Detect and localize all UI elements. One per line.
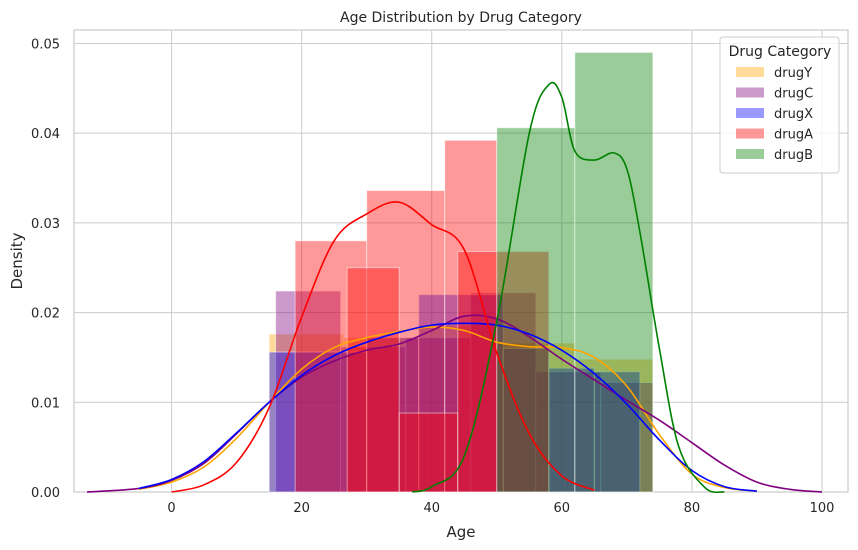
kde-layer xyxy=(86,81,823,494)
x-tick-label: 80 xyxy=(684,501,701,516)
x-tick-label: 100 xyxy=(810,501,835,516)
legend-swatch-drugX xyxy=(736,108,764,118)
x-tick-label: 20 xyxy=(293,501,310,516)
y-tick-label: 0.01 xyxy=(31,396,60,411)
histogram-bar-drugB xyxy=(496,127,576,493)
y-tick-label: 0.04 xyxy=(31,127,60,142)
x-axis-label: Age xyxy=(446,523,475,541)
legend-title: Drug Category xyxy=(729,44,832,60)
y-tick-label: 0.03 xyxy=(31,217,60,232)
plot-area-background xyxy=(73,29,849,493)
kde-line-drugA xyxy=(171,201,595,493)
legend-swatch-drugB xyxy=(736,149,764,159)
kde-line-drugX xyxy=(138,322,758,492)
kde-line-drugC xyxy=(86,314,823,493)
kde-line-drugY xyxy=(138,326,758,492)
legend-label-drugC: drugC xyxy=(774,87,813,102)
histogram-bar-drugY xyxy=(268,333,345,493)
histogram-bar-drugA xyxy=(398,412,459,493)
kde-line-drugB xyxy=(412,81,725,494)
legend-label-drugB: drugB xyxy=(774,148,813,163)
histogram-bar-drugC xyxy=(535,371,602,493)
histogram-bar-drugX xyxy=(593,371,641,493)
legend-label-drugY: drugY xyxy=(774,66,812,81)
legend-box xyxy=(719,36,840,174)
ticks-layer: 0 20 40 60 80 100 0.00 0.01 0.02 0.03 0.04 0.05 xyxy=(31,37,834,516)
legend: Drug Category drugY drugC drugX drugA drugB xyxy=(719,36,840,174)
legend-items: drugY drugC drugX drugA drugB xyxy=(736,66,813,163)
y-tick-label: 0.00 xyxy=(31,486,60,501)
legend-swatch-drugA xyxy=(736,128,764,139)
histogram-bar-drugB xyxy=(574,51,654,493)
histogram-bar-drugC xyxy=(340,346,407,493)
legend-label-drugA: drugA xyxy=(774,128,813,143)
histogram-bar-drugA xyxy=(294,240,368,493)
histogram-bar-drugX xyxy=(502,347,550,493)
y-tick-label: 0.02 xyxy=(31,307,60,322)
legend-swatch-drugC xyxy=(736,87,764,98)
histogram-bar-drugA xyxy=(346,267,400,493)
x-tick-label: 60 xyxy=(554,501,571,516)
histogram-bar-drugC xyxy=(275,290,342,493)
chart-title: Age Distribution by Drug Category xyxy=(340,10,582,26)
y-tick-label: 0.05 xyxy=(31,37,60,52)
y-axis-label: Density xyxy=(8,232,26,289)
legend-swatch-drugY xyxy=(736,67,764,77)
x-tick-label: 40 xyxy=(423,501,440,516)
x-tick-label: 0 xyxy=(167,501,175,516)
legend-label-drugX: drugX xyxy=(774,107,813,122)
